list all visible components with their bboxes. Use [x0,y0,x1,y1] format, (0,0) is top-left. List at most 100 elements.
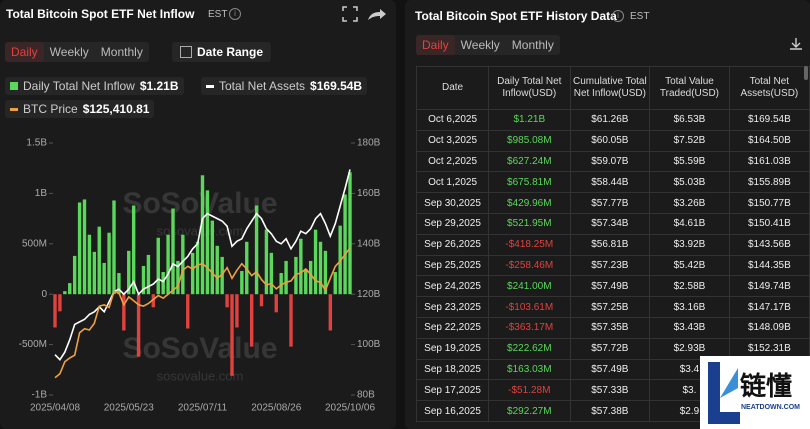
table-row: Sep 30,2025 $429.96M $57.77B $3.26B $150.77B [415,192,810,214]
column-header: Cumulative Total Net Inflow(USD) [569,66,651,110]
legend-swatch [10,82,18,90]
table-cell: $675.81M [488,171,571,194]
table-cell: Oct 6,2025 [415,109,490,131]
logo-url: NEATDOWN.COM [741,404,800,411]
scrollbar[interactable] [804,66,808,80]
date-range-button[interactable]: Date Range [172,42,272,62]
table-cell: $56.81B [569,233,651,256]
bar [343,194,347,295]
bar [289,294,293,347]
chart: SoSoValuesosovalue.comSoSoValuesosovalue… [19,138,381,414]
table-cell: Sep 16,2025 [415,400,490,422]
info-icon[interactable]: i [229,8,241,20]
table-cell: $985.08M [488,129,571,152]
table-cell: Sep 26,2025 [415,233,490,256]
legend-item[interactable]: Total Net Assets $169.54B [201,77,368,95]
header-row: Date Daily Total Net Inflow(USD) Cumulativ… [415,66,810,110]
table-cell: $5.42B [649,254,730,277]
tab[interactable]: Daily [5,42,44,62]
bar [117,273,121,295]
legend-label: Daily Total Net Inflow [23,79,135,93]
period-tabs[interactable]: Daily Weekly Monthly [5,42,149,62]
bar [141,265,146,295]
table-row: Oct 6,2025 $1.21B $61.26B $6.53B $169.54B [415,109,810,131]
bar [313,229,318,295]
legend-item[interactable]: Daily Total Net Inflow $1.21B [5,77,184,95]
legend-label: Total Net Assets [219,79,306,93]
table-cell: $144.35B [728,254,810,277]
bar [259,294,264,307]
bar [195,241,200,295]
download-icon[interactable] [788,36,804,52]
period-tabs[interactable]: Daily Weekly Monthly [416,35,560,55]
toolbar-icons[interactable] [340,5,390,23]
table-cell: Sep 24,2025 [415,275,490,298]
y-tick-label: 1.5B [26,138,47,149]
table-cell: $292.27M [488,400,571,422]
table-row: Sep 29,2025 $521.95M $57.34B $4.61B $150.41B [415,212,810,235]
tab[interactable]: Daily [416,35,455,55]
table-row: Sep 26,2025 -$418.25M $56.81B $3.92B $143.56… [415,233,810,256]
date-range[interactable]: Date Range [197,45,264,59]
bar [230,294,234,376]
bar [97,226,101,295]
bar [151,294,156,308]
bar [53,294,57,328]
table-cell: Sep 29,2025 [415,212,490,235]
info-icon[interactable]: i [612,10,624,22]
bar [181,234,185,295]
tab[interactable]: Monthly [100,45,143,59]
legend-item[interactable]: BTC Price $125,410.81 [5,100,155,118]
table-cell: $148.09B [728,316,810,339]
table-cell: -$103.61M [488,296,571,318]
table-cell: $3.43B [649,316,730,339]
bar [264,229,269,295]
x-tick-label: 2025/07/11 [178,403,228,414]
y-tick-label: 1B [35,188,48,199]
bar [279,273,283,295]
bar [348,172,352,295]
table-cell: $3.26B [649,192,730,214]
y-tick-label: -500M [19,339,47,350]
table-cell: -$51.28M [488,379,571,402]
table-cell: Sep 25,2025 [415,254,490,277]
table-cell: $7.52B [649,129,730,152]
table-cell: $222.62M [488,337,571,360]
watermark: SoSoValue [122,332,277,365]
bar [254,205,259,295]
x-tick-label: 2025/04/08 [30,403,80,414]
bar [284,260,288,295]
bar [92,251,97,295]
table-cell: $57.72B [569,337,651,360]
table-cell: $2.58B [649,275,730,298]
table-row: Oct 1,2025 $675.81M $58.44B $5.03B $155.89B [415,171,810,194]
bar [112,200,116,295]
column-header: Daily Total Net Inflow(USD) [488,66,571,110]
logo-mark [708,362,740,424]
tab[interactable]: Monthly [511,38,554,52]
bar [82,199,87,295]
bar [166,234,170,295]
table-cell: $57.38B [569,400,651,422]
bar [190,252,195,295]
column-header: Total Net Assets(USD) [728,66,810,110]
table-cell: $149.74B [728,275,810,298]
table-cell: $6.53B [649,109,730,131]
table-cell: Sep 18,2025 [415,358,490,381]
tab[interactable]: Weekly [49,45,89,59]
table-cell: $60.05B [569,129,651,152]
table-cell: $143.56B [728,233,810,256]
table-row: Sep 19,2025 $222.62M $57.72B $2.93B $152.31B [415,337,810,360]
table-cell: -$363.17M [488,316,571,339]
table-cell: Sep 23,2025 [415,296,490,318]
bar [304,269,308,295]
bar [68,283,72,295]
table-cell: Oct 2,2025 [415,150,490,173]
bar [225,294,229,308]
table-row: Sep 25,2025 -$258.46M $57.23B $5.42B $144.35… [415,254,810,277]
tab[interactable]: Weekly [460,38,500,52]
table-row: Sep 24,2025 $241.00M $57.49B $2.58B $149.74B [415,275,810,298]
table-cell: $3.16B [649,296,730,318]
bar [171,208,175,295]
